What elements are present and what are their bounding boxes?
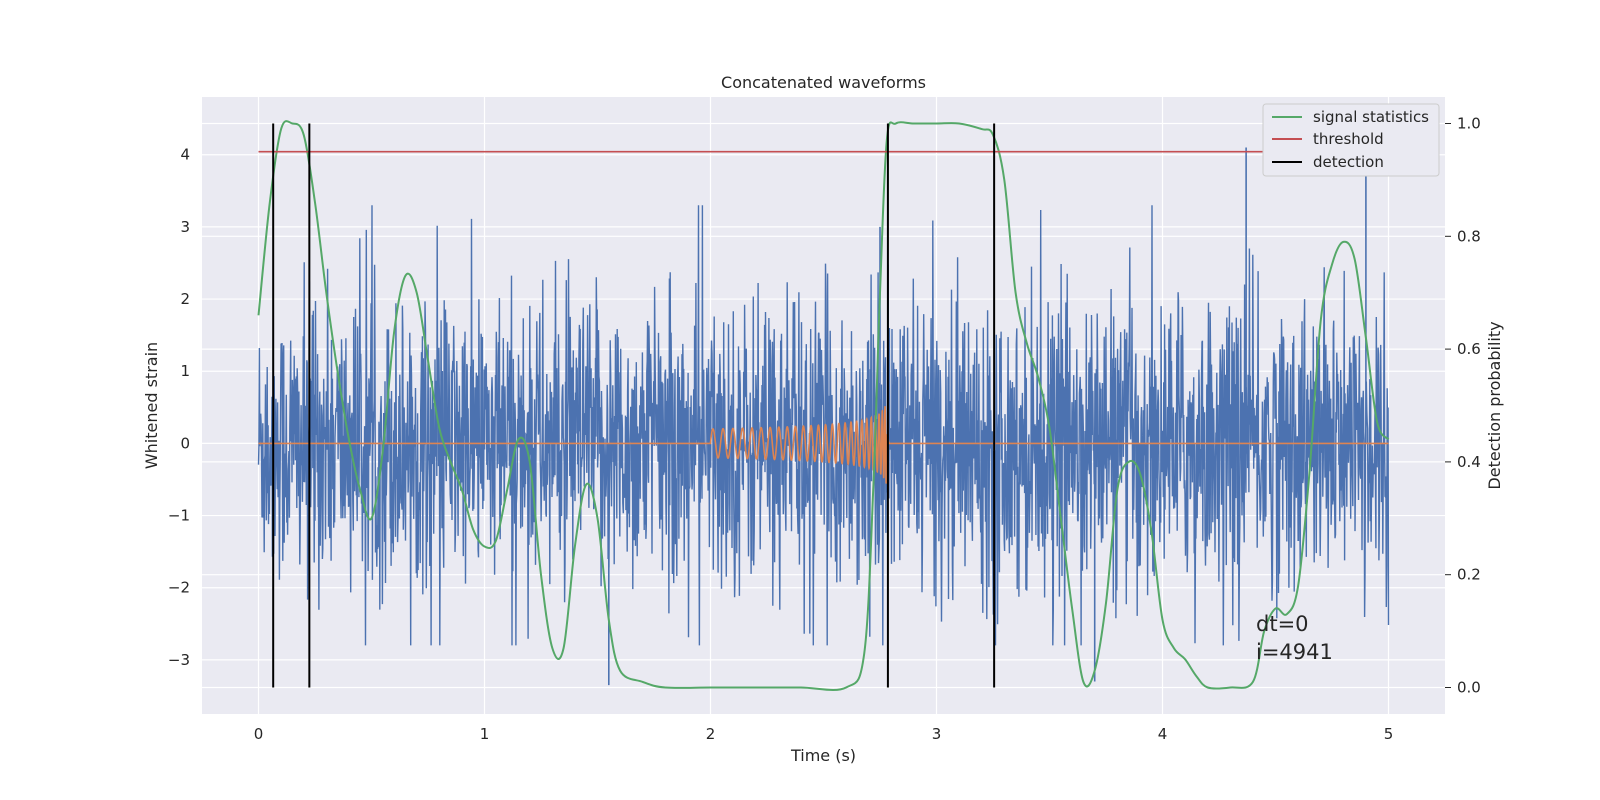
x-tick-label: 5 (1384, 725, 1394, 743)
y2-tick-label: 0.0 (1457, 678, 1481, 696)
y-tick-label: 3 (180, 218, 190, 236)
x-tick-label: 2 (706, 725, 716, 743)
y-tick-label: 1 (180, 362, 190, 380)
legend: signal statistics threshold detection (1262, 103, 1440, 177)
x-axis-label: Time (s) (790, 746, 856, 765)
legend-label-signal-statistics: signal statistics (1313, 108, 1429, 126)
strain-series (257, 147, 1390, 686)
y2-tick-label: 1.0 (1457, 115, 1481, 133)
y-tick-label: 0 (180, 434, 190, 452)
signal-statistics-line (257, 120, 1390, 691)
y2-tick-label: 0.2 (1457, 566, 1481, 584)
injected-signal-series (258, 406, 1389, 484)
injected-signal-line (258, 406, 1389, 484)
x-tick-label: 1 (480, 725, 490, 743)
y-tick-label: −2 (168, 579, 190, 597)
y2-tick-label: 0.4 (1457, 453, 1481, 471)
y-tick-label: −1 (168, 507, 190, 525)
tick-labels: 0 1 2 3 4 5 −3 −2 −1 0 1 2 3 4 0.0 0.2 0.4 0.6 0.8 1.0 (168, 115, 1481, 743)
y2-tick-label: 0.6 (1457, 340, 1481, 358)
legend-label-detection: detection (1313, 153, 1384, 171)
y2-tick-label: 0.8 (1457, 227, 1481, 245)
chart-title: Concatenated waveforms (721, 73, 926, 92)
detection-series (272, 123, 996, 688)
x-tick-label: 4 (1158, 725, 1168, 743)
signal-statistics-series (257, 120, 1390, 691)
legend-box (1262, 103, 1440, 177)
y-tick-label: −3 (168, 651, 190, 669)
y-axis-label: Whitened strain (142, 342, 161, 469)
x-tick-label: 0 (254, 725, 264, 743)
annotation-dt: dt=0 (1256, 612, 1309, 636)
legend-label-threshold: threshold (1313, 130, 1384, 148)
strain-line (257, 205, 1390, 646)
annotation-index: i=4941 (1256, 640, 1333, 664)
y2-axis-label: Detection probability (1485, 321, 1504, 489)
y-tick-label: 4 (180, 146, 190, 164)
y-tick-label: 2 (180, 290, 190, 308)
x-tick-label: 3 (932, 725, 942, 743)
